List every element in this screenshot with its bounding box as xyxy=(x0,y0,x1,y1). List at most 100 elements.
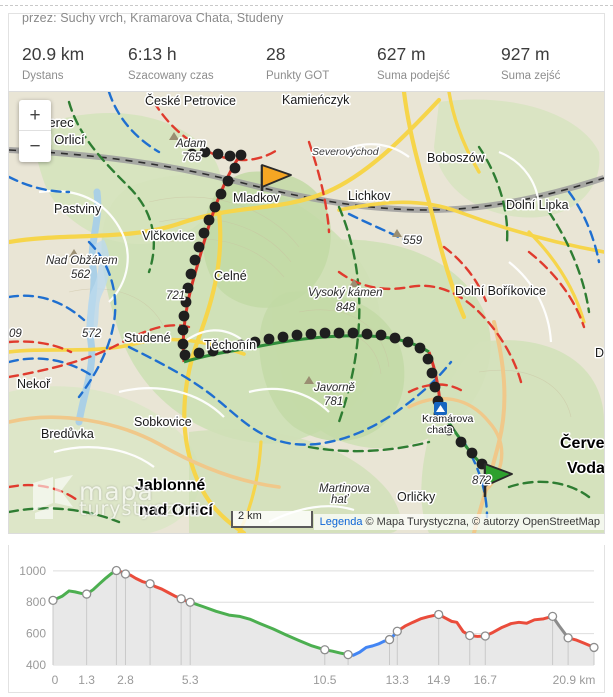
map-label: 562 xyxy=(71,269,91,281)
map-label: Severovýchod xyxy=(312,146,380,158)
stat-total-ascent-value: 627 m xyxy=(377,44,426,64)
map-scale-bar: 2 km xyxy=(231,510,313,528)
stat-estimated-time-value: 6:13 h xyxy=(128,44,177,64)
waypoint-marker[interactable] xyxy=(111,565,122,576)
map-label: 559 xyxy=(403,235,423,247)
map-attribution: Legenda © Mapa Turystyczna, © autorzy Op… xyxy=(313,514,604,530)
stat-total-descent-value: 927 m xyxy=(501,44,550,64)
map-label: nad Orlicí xyxy=(139,502,213,519)
map-label: chata xyxy=(427,424,453,436)
map-label: Těchonín xyxy=(204,338,256,352)
waypoint-marker[interactable] xyxy=(547,611,558,622)
stat-got-points: 28 Punkty GOT xyxy=(266,44,329,84)
stat-distance-label: Dystans xyxy=(22,70,64,82)
x-axis-tick: 1.3 xyxy=(78,673,95,687)
map-label: hať xyxy=(331,494,350,506)
end-marker xyxy=(483,463,513,497)
map-label: Orličky xyxy=(397,490,436,504)
x-axis-tick: 2.8 xyxy=(117,673,134,687)
map-label: 765 xyxy=(182,152,202,164)
map-label: 872 xyxy=(472,475,492,487)
map-label: Jablonné xyxy=(135,477,205,494)
route-stats: 20.9 km Dystans 6:13 h Szacowany czas 28… xyxy=(9,44,606,92)
waypoint-marker[interactable] xyxy=(82,589,92,599)
map-label: Boboszów xyxy=(427,151,486,165)
start-marker xyxy=(260,164,292,200)
y-axis-tick: 600 xyxy=(26,627,46,641)
route-via-label: przez: Suchy vrch, Kramarova Chata, Stud… xyxy=(22,11,284,25)
y-axis-tick: 800 xyxy=(26,595,46,609)
waypoint-marker[interactable] xyxy=(48,595,58,605)
waypoint-marker[interactable] xyxy=(120,569,131,579)
zoom-out-button[interactable]: − xyxy=(29,136,41,157)
map-scale-label: 2 km xyxy=(238,510,262,522)
map-label: Mladkov xyxy=(233,191,280,205)
map-label: Studené xyxy=(124,331,171,345)
map-viewport[interactable]: Liberec nad Orlicí České Petrovice Kamieńcz… xyxy=(8,91,605,534)
chart-x-axis-labels: 0 1.3 2.8 5.3 10.5 13.3 14.9 16.7 20.9 km xyxy=(52,673,596,687)
map-label: Martinova xyxy=(319,483,370,495)
chart-y-axis-labels: 400 600 800 1000 xyxy=(19,564,46,672)
map-label: Dol xyxy=(595,346,604,360)
map-label: Vysoký kámen xyxy=(308,287,383,299)
map-label: Kamieńczyk xyxy=(282,93,350,107)
map-label: Dolní Boříkovice xyxy=(455,284,546,298)
waypoint-marker[interactable] xyxy=(563,633,573,643)
stat-estimated-time-label: Szacowany czas xyxy=(128,70,214,82)
x-axis-tick: 10.5 xyxy=(313,673,337,687)
waypoint-marker[interactable] xyxy=(185,597,195,607)
y-axis-tick: 1000 xyxy=(19,564,46,578)
waypoint-marker[interactable] xyxy=(343,649,353,660)
map-label: 781 xyxy=(324,396,343,408)
x-axis-tick: 20.9 km xyxy=(553,673,596,687)
legend-link[interactable]: Legenda xyxy=(319,516,363,528)
map-label: Lichkov xyxy=(348,189,391,203)
waypoint-marker[interactable] xyxy=(392,626,402,636)
map-label: Pastviny xyxy=(54,202,102,216)
waypoint-marker[interactable] xyxy=(145,579,155,589)
map-zoom-controls[interactable]: + − xyxy=(19,100,51,162)
y-axis-tick: 400 xyxy=(26,658,46,672)
waypoint-marker[interactable] xyxy=(480,631,490,641)
zoom-in-button[interactable]: + xyxy=(19,100,51,131)
elevation-segment xyxy=(188,600,350,657)
elevation-profile-chart[interactable]: 400 600 800 1000 0 1.3 2.8 5.3 10.5 13.3 14.9 16.7… xyxy=(8,545,605,693)
stat-total-descent-label: Suma zejść xyxy=(501,70,561,82)
waypoint-marker[interactable] xyxy=(384,634,395,645)
stat-estimated-time: 6:13 h Szacowany czas xyxy=(128,44,214,84)
map-label: 721 xyxy=(166,290,185,302)
map-label: Sobkovice xyxy=(134,415,192,429)
stat-total-ascent-label: Suma podejść xyxy=(377,70,450,82)
elevation-svg[interactable]: 400 600 800 1000 0 1.3 2.8 5.3 10.5 13.3 14.9 16.7… xyxy=(9,545,604,691)
x-axis-tick: 14.9 xyxy=(427,673,451,687)
attribution-text: © Mapa Turystyczna, © autorzy OpenStreet… xyxy=(365,516,600,528)
stat-total-ascent: 627 m Suma podejść xyxy=(377,44,450,84)
map-label: 09 xyxy=(9,328,22,340)
x-axis-tick: 13.3 xyxy=(386,673,410,687)
map-label: Celné xyxy=(214,269,247,283)
chart-waypoint-markers xyxy=(48,565,599,660)
chart-area-fill xyxy=(53,570,594,665)
map-label: Bredůvka xyxy=(41,427,94,441)
stat-got-points-value: 28 xyxy=(266,44,286,64)
stat-distance-value: 20.9 km xyxy=(22,44,85,64)
waypoint-marker[interactable] xyxy=(176,594,186,604)
waypoint-marker[interactable] xyxy=(320,645,330,655)
x-axis-tick: 5.3 xyxy=(182,673,199,687)
stat-total-descent: 927 m Suma zejść xyxy=(501,44,560,84)
stat-distance: 20.9 km Dystans xyxy=(22,44,84,84)
map-label: Voda xyxy=(567,460,604,477)
map-label: Adam xyxy=(175,138,206,150)
waypoint-marker[interactable] xyxy=(589,642,599,653)
waypoint-marker[interactable] xyxy=(434,609,444,620)
map-label: Nekoř xyxy=(17,377,51,391)
map-label: Červená xyxy=(560,433,604,452)
x-axis-tick: 16.7 xyxy=(474,673,498,687)
stat-got-points-label: Punkty GOT xyxy=(266,70,330,82)
map-label: Vlčkovice xyxy=(142,229,195,243)
map-label: Nad Obžárem xyxy=(46,255,118,267)
waypoint-marker[interactable] xyxy=(465,630,475,641)
